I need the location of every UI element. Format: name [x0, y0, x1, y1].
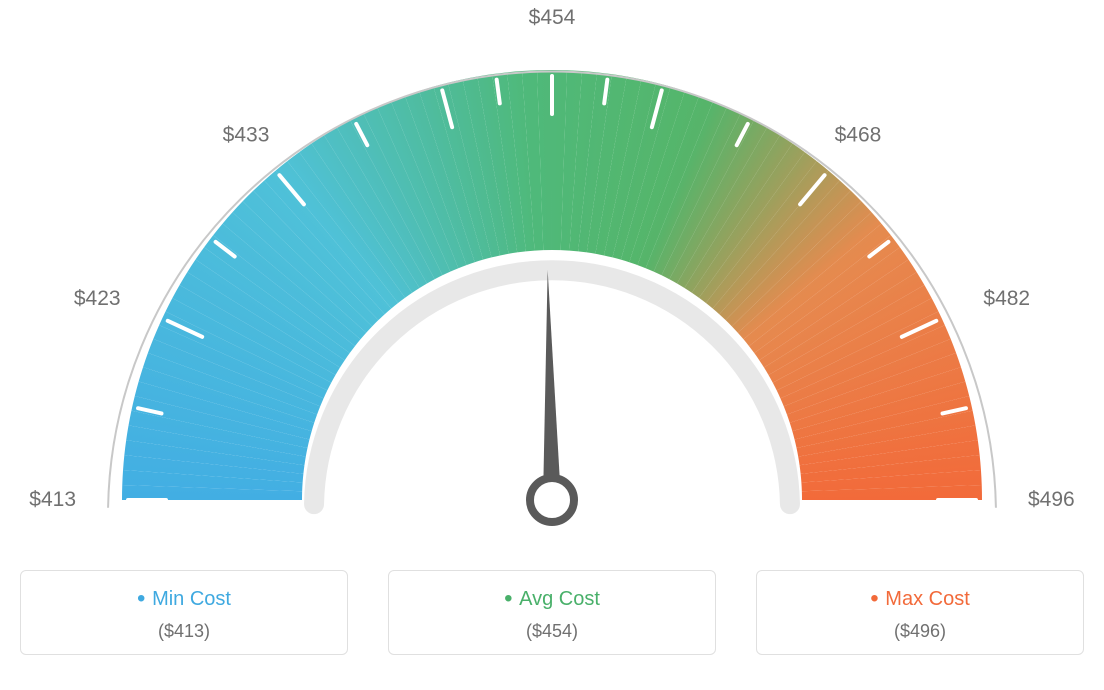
- gauge-tick-label: $423: [74, 287, 121, 310]
- gauge-needle-hub: [530, 478, 574, 522]
- legend-value-max: ($496): [767, 621, 1073, 642]
- gauge-tick-label: $496: [1028, 488, 1075, 511]
- legend-label-avg: Avg Cost: [399, 585, 705, 613]
- gauge-tick-label: $454: [529, 6, 576, 29]
- cost-gauge-chart: $413 $423 $433 $454 $468 $482 $496: [0, 0, 1104, 560]
- gauge-tick-label: $468: [835, 123, 882, 146]
- gauge-tick-label: $433: [223, 123, 270, 146]
- gauge-svg: $413 $423 $433 $454 $468 $482 $496: [0, 0, 1104, 560]
- legend-row: Min Cost ($413) Avg Cost ($454) Max Cost ($49…: [0, 570, 1104, 655]
- legend-box-max: Max Cost ($496): [756, 570, 1084, 655]
- gauge-needle: [543, 270, 561, 500]
- legend-label-min: Min Cost: [31, 585, 337, 613]
- legend-box-avg: Avg Cost ($454): [388, 570, 716, 655]
- legend-label-max: Max Cost: [767, 585, 1073, 613]
- gauge-tick-label: $413: [29, 488, 76, 511]
- legend-box-min: Min Cost ($413): [20, 570, 348, 655]
- legend-value-avg: ($454): [399, 621, 705, 642]
- gauge-tick-label: $482: [983, 287, 1030, 310]
- legend-value-min: ($413): [31, 621, 337, 642]
